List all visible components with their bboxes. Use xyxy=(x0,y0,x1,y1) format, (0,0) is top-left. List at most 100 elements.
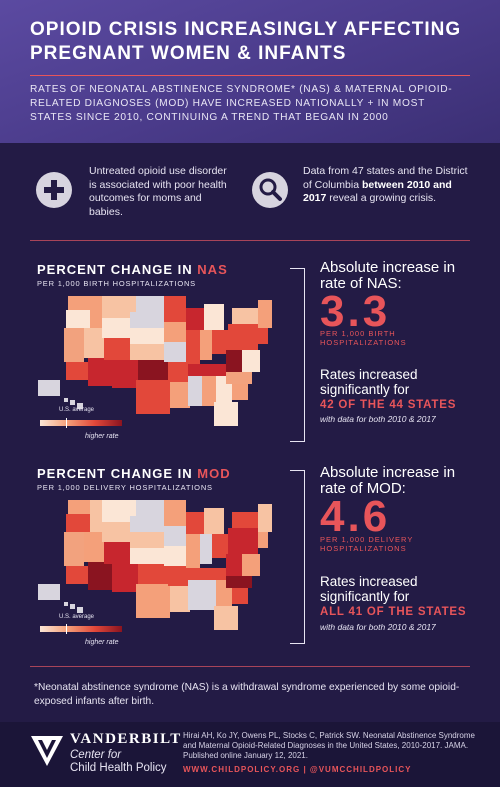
nas-section-subtitle: per 1,000 birth hospitalizations xyxy=(37,279,196,288)
magnifier-icon xyxy=(252,172,288,208)
state-shape xyxy=(258,532,268,548)
center-name-line1: Center for xyxy=(70,749,122,761)
state-shape xyxy=(77,607,83,613)
state-shape xyxy=(186,534,200,568)
state-shape xyxy=(102,522,130,542)
fact-data-text-start: Data from 47 states and the District of … xyxy=(303,165,468,191)
state-shape xyxy=(226,372,252,384)
state-shape xyxy=(66,362,88,380)
legend-average-marker xyxy=(66,418,67,428)
state-shape xyxy=(188,376,202,406)
state-shape xyxy=(66,566,88,584)
state-shape xyxy=(164,322,186,342)
state-shape xyxy=(130,548,164,564)
page-title: Opioid Crisis Increasingly Affecting Pre… xyxy=(30,19,462,64)
state-shape xyxy=(186,330,200,364)
state-shape xyxy=(200,534,212,564)
org-name: Vanderbilt xyxy=(70,731,182,747)
mod-significance-text: Rates increased significantly for xyxy=(320,574,418,604)
state-shape xyxy=(170,586,190,612)
mod-stat-value: 4.6 xyxy=(320,492,391,541)
state-shape xyxy=(188,580,202,610)
mod-stat-heading: Absolute increase in rate of MOD: xyxy=(320,464,456,497)
state-shape xyxy=(102,296,136,318)
state-shape xyxy=(212,534,228,558)
state-shape xyxy=(64,602,68,606)
link-separator-icon: | xyxy=(303,765,310,774)
nas-stat-heading: Absolute increase in rate of NAS: xyxy=(320,259,456,292)
citation: Hirai AH, Ko JY, Owens PL, Stocks C, Pat… xyxy=(183,731,475,760)
state-shape xyxy=(70,604,75,609)
state-shape xyxy=(204,508,224,534)
state-shape xyxy=(104,542,130,564)
state-shape xyxy=(214,402,238,426)
hero-banner xyxy=(0,0,500,143)
state-shape xyxy=(138,360,168,380)
state-shape xyxy=(102,318,130,338)
legend-average-label: U.S. average xyxy=(59,614,95,620)
state-shape xyxy=(104,338,130,360)
state-shape xyxy=(164,546,186,566)
mod-significance-note: with data for both 2010 & 2017 xyxy=(320,622,436,632)
nas-stat-value: 3.3 xyxy=(320,287,391,336)
state-shape xyxy=(130,532,164,548)
state-shape xyxy=(112,360,138,388)
state-shape xyxy=(112,564,138,592)
state-shape xyxy=(164,296,186,322)
state-shape xyxy=(188,364,226,376)
divider xyxy=(30,666,470,667)
state-shape xyxy=(77,403,83,409)
state-shape xyxy=(88,358,112,386)
state-shape xyxy=(90,500,102,532)
state-shape xyxy=(258,328,268,344)
state-shape xyxy=(136,380,170,414)
state-shape xyxy=(88,562,112,590)
state-shape xyxy=(130,344,164,360)
state-shape xyxy=(164,342,186,362)
state-shape xyxy=(258,504,272,532)
fact-data-coverage: Data from 47 states and the District of … xyxy=(303,165,473,206)
state-shape xyxy=(84,328,104,358)
mod-section-subtitle: per 1,000 delivery hospitalizations xyxy=(37,483,213,492)
legend-average-marker xyxy=(66,624,67,634)
state-shape xyxy=(66,310,90,328)
state-shape xyxy=(232,512,258,528)
nas-significance-count: 42 of the 44 states xyxy=(320,399,457,411)
state-shape xyxy=(212,330,228,354)
state-shape xyxy=(64,398,68,402)
state-shape xyxy=(84,532,104,562)
state-shape xyxy=(226,554,242,576)
state-shape xyxy=(168,566,188,586)
website-link[interactable]: www.childpolicy.org xyxy=(183,765,301,774)
state-shape xyxy=(232,384,248,400)
nas-section-title: Percent change in NAS xyxy=(37,262,228,277)
state-shape xyxy=(228,528,258,554)
mod-title-prefix: Percent change in xyxy=(37,466,198,481)
twitter-handle-link[interactable]: @VUMCchildpolicy xyxy=(309,765,412,774)
state-shape xyxy=(90,296,102,328)
state-shape xyxy=(188,568,226,580)
state-shape xyxy=(186,308,204,330)
state-shape xyxy=(202,580,216,610)
state-shape xyxy=(38,380,60,396)
legend-higher-rate: higher rate xyxy=(85,433,119,440)
state-shape xyxy=(226,576,252,588)
state-shape xyxy=(258,300,272,328)
fact-data-years: between 2010 and 2017 xyxy=(303,178,452,205)
state-shape xyxy=(232,588,248,604)
state-shape xyxy=(136,296,164,312)
state-shape xyxy=(204,304,224,330)
state-shape xyxy=(38,584,60,600)
state-shape xyxy=(242,350,260,372)
mod-title-highlight: MOD xyxy=(197,466,231,481)
nas-us-map xyxy=(38,296,272,426)
state-shape xyxy=(130,328,164,344)
state-shape xyxy=(168,362,188,382)
nas-stat-unit: per 1,000 birth hospitalizations xyxy=(320,329,407,347)
state-shape xyxy=(200,330,212,360)
mod-stat-unit: per 1,000 delivery hospitalizations xyxy=(320,535,414,553)
nas-title-highlight: NAS xyxy=(197,262,228,277)
state-shape xyxy=(130,312,164,328)
state-shape xyxy=(170,382,190,408)
state-shape xyxy=(64,328,84,362)
